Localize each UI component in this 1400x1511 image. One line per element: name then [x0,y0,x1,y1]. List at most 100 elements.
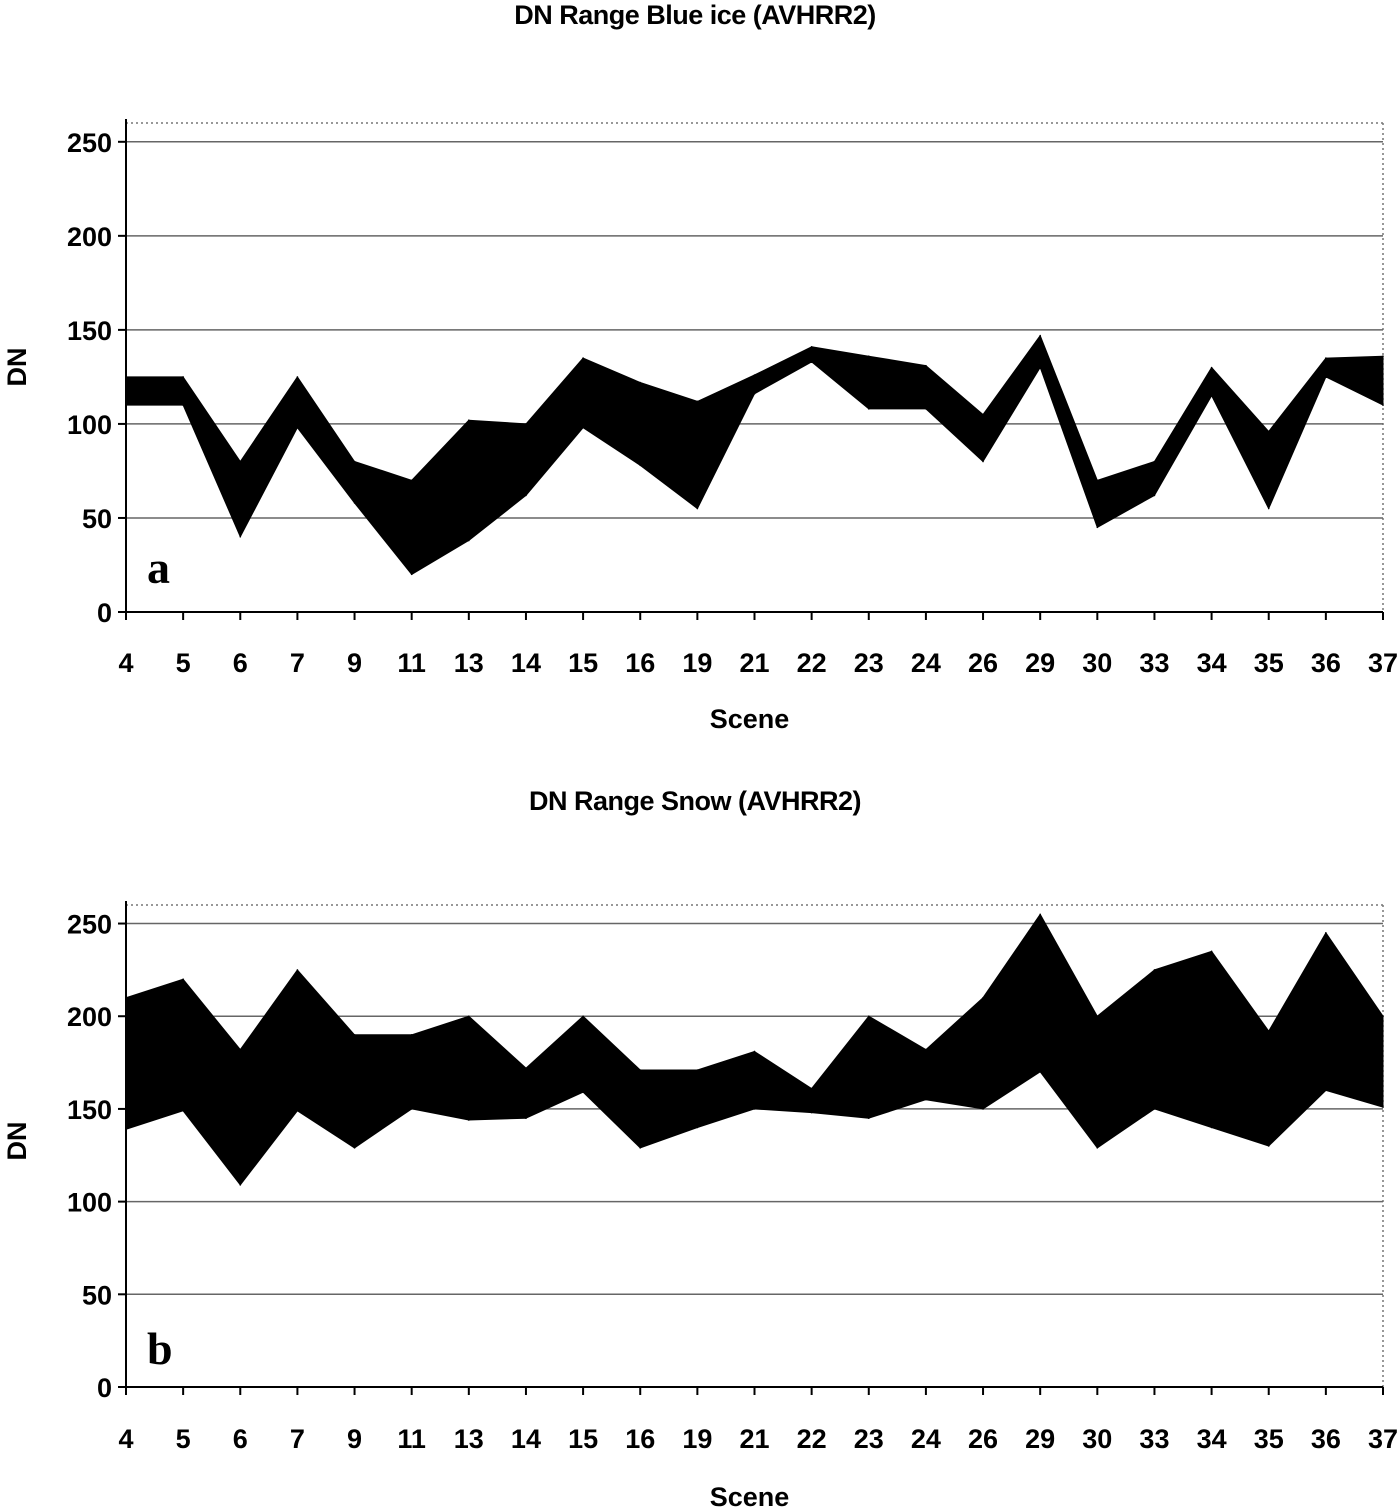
max-point [1096,479,1099,482]
x-tick-label: 19 [682,648,712,678]
x-tick-label: 14 [511,1424,541,1454]
max-point [982,413,984,416]
max-point [753,374,756,376]
max-point [810,346,813,348]
max-point [810,1087,813,1090]
min-point [296,1109,299,1112]
x-tick-label: 36 [1311,648,1341,678]
x-tick-label: 11 [397,1424,426,1454]
max-point [525,1067,527,1069]
y-tick-label: 50 [82,1280,112,1310]
min-point [1325,1089,1327,1092]
min-point [810,1111,813,1114]
max-point [410,479,413,482]
min-point [1039,1071,1041,1073]
chart-title-a: DN Range Blue ice (AVHRR2) [514,0,876,30]
max-point [525,423,527,425]
x-tick-label: 7 [290,1424,305,1454]
x-tick-label: 35 [1254,648,1284,678]
max-point [296,969,299,971]
x-tick-label: 5 [176,1424,191,1454]
x-tick-label: 7 [290,648,305,678]
min-point [867,1117,870,1119]
min-point [239,535,242,538]
max-point [1325,932,1327,934]
min-point [696,1126,699,1129]
min-point [639,464,642,467]
max-point [182,978,184,980]
min-point [1267,1145,1270,1147]
min-point [639,1147,642,1149]
min-point [353,502,356,504]
min-point [239,1184,242,1186]
y-tick-label: 150 [67,1095,112,1125]
x-tick-label: 9 [347,648,362,678]
y-tick-label: 0 [97,1373,112,1403]
x-tick-label: 14 [511,648,541,678]
x-axis-label: Scene [710,1482,790,1511]
max-point [1382,355,1384,358]
max-point [1210,950,1213,953]
max-point [239,460,242,463]
max-point [1210,366,1213,369]
x-tick-label: 4 [118,1424,133,1454]
x-axis-label: Scene [710,704,790,734]
max-point [696,1069,699,1071]
x-tick-label: 16 [625,648,655,678]
x-tick-label: 9 [347,1424,362,1454]
max-point [1153,969,1156,971]
min-point [753,393,756,395]
x-tick-label: 33 [1139,1424,1169,1454]
min-point [353,1147,356,1149]
x-tick-label: 15 [568,1424,598,1454]
x-tick-label: 34 [1197,1424,1227,1454]
min-point [1382,404,1384,406]
x-tick-label: 36 [1311,1424,1341,1454]
max-point [582,1015,584,1018]
min-point [925,408,927,410]
min-point [468,539,470,542]
x-tick-label: 21 [739,1424,769,1454]
x-tick-label: 26 [968,1424,998,1454]
max-point [353,460,356,463]
x-tick-label: 6 [233,1424,248,1454]
min-point [1153,494,1156,497]
min-point [696,507,699,510]
chart-title-b: DN Range Snow (AVHRR2) [528,786,862,816]
x-tick-label: 13 [454,1424,484,1454]
dn-range-area [125,335,1384,575]
min-point [1210,1126,1213,1129]
chart-a: 0 50 100 150 200 250 4 5 6 7 9 11 13 14 15 16 19 21 22 23 24… [2,119,1398,734]
max-point [468,419,470,421]
min-point [982,1108,984,1110]
min-point [525,1117,527,1119]
min-point [1096,526,1099,529]
x-tick-label: 34 [1197,648,1227,678]
x-tick-label: 13 [454,648,484,678]
min-point [1267,507,1270,510]
min-point [810,361,813,363]
y-tick-label: 0 [97,598,112,628]
x-tick-label: 6 [233,648,248,678]
chart-b: 0 50 100 150 200 250 4 5 6 7 9 11 13 14 15 16 19 21 22 23 24… [2,901,1398,1511]
max-point [1267,430,1270,433]
y-tick-label: 100 [67,410,112,440]
max-point [696,400,699,403]
y-tick-label: 150 [67,316,112,346]
min-point [1096,1147,1099,1149]
x-tick-label: 30 [1082,648,1112,678]
x-tick-label: 22 [797,648,827,678]
y-axis-label: DN [2,1122,32,1161]
max-point [867,1015,870,1018]
x-tick-label: 24 [911,648,941,678]
min-point [410,1108,413,1110]
max-point [1382,1015,1384,1018]
min-point [982,460,984,463]
max-point [1267,1030,1270,1032]
max-point [1325,357,1327,359]
min-point [925,1098,927,1101]
x-tick-label: 35 [1254,1424,1284,1454]
min-point [468,1119,470,1121]
x-tick-label: 37 [1368,648,1398,678]
max-point [1096,1015,1099,1018]
